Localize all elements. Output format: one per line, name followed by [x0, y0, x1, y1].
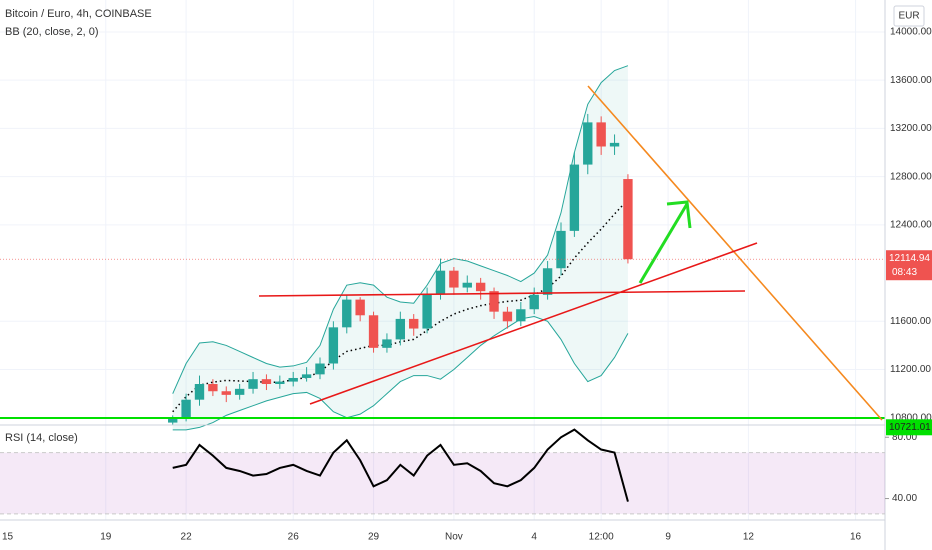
y-tick-label: 10800.00 — [890, 412, 932, 423]
y-tick-label: 13200.00 — [890, 123, 932, 134]
rsi-label: RSI (14, close) — [5, 432, 78, 444]
countdown: 08:43 — [892, 267, 917, 278]
candle-body — [275, 381, 285, 385]
y-tick-label: 11600.00 — [890, 316, 931, 327]
y-tick-label: 12800.00 — [890, 171, 932, 182]
y-tick-label: 14000.00 — [890, 27, 932, 38]
candle-body — [368, 315, 379, 348]
currency: EUR — [898, 11, 919, 22]
candle-body — [234, 388, 245, 395]
candle-body — [583, 122, 593, 165]
rsi-pane: 40.00 80.00 — [0, 428, 917, 515]
rsi-tick-label: 40.00 — [892, 493, 917, 504]
x-tick-label: 12:00 — [589, 532, 614, 543]
candle-body — [422, 293, 432, 329]
indicator-label: BB (20, close, 2, 0) — [5, 26, 99, 38]
candle-body — [181, 399, 191, 418]
arrow — [638, 203, 689, 284]
x-tick-label: 29 — [368, 532, 380, 543]
candle-body — [168, 417, 178, 423]
y-tick-label: 11200.00 — [890, 364, 931, 375]
x-tick-label: 15 — [2, 532, 14, 543]
rsi-line — [172, 428, 629, 502]
candle-body — [248, 379, 258, 389]
candle-body — [261, 379, 272, 385]
candle-body — [395, 318, 406, 340]
candle-body — [221, 391, 231, 395]
candle-body — [489, 291, 499, 312]
candle-body — [382, 339, 392, 348]
candle-body — [475, 282, 486, 292]
candle-body — [569, 164, 580, 231]
candle-body — [516, 309, 526, 322]
candle-body — [609, 142, 620, 147]
x-tick-label: 4 — [531, 532, 537, 543]
trend-line — [309, 242, 758, 405]
y-tick-label: 13600.00 — [890, 75, 932, 86]
band-line — [172, 65, 629, 394]
trend-line — [587, 85, 883, 421]
rsi-band — [0, 452, 885, 514]
axes: 10800.00 11200.00 11600.00 12400.00 12800.00… — [0, 27, 932, 543]
candle-body — [449, 270, 459, 288]
grid — [0, 0, 885, 520]
band-line — [172, 315, 629, 431]
x-tick-label: 12 — [743, 532, 755, 543]
chart-title: Bitcoin / Euro, 4h, COINBASE — [5, 8, 152, 20]
candle-body — [315, 363, 325, 375]
candle-body — [596, 122, 606, 147]
support-box — [886, 419, 932, 436]
x-tick-label: 26 — [288, 532, 300, 543]
x-tick-label: Nov — [445, 532, 463, 543]
support-label: 10721.01 — [889, 422, 931, 433]
candle-body — [556, 230, 566, 269]
price-box — [886, 250, 932, 281]
currency-box[interactable] — [893, 5, 925, 27]
resistance-line — [258, 290, 746, 297]
candle-body — [208, 384, 218, 392]
candle-body — [435, 270, 446, 294]
y-tick-label: 12400.00 — [890, 219, 932, 230]
candle-body — [342, 299, 352, 328]
candle-body — [355, 299, 365, 316]
drawings — [0, 85, 885, 421]
candle-body — [328, 327, 339, 364]
rsi-tick-label: 80.00 — [892, 432, 917, 443]
x-tick-label: 9 — [665, 532, 671, 543]
candle-body — [462, 282, 472, 288]
x-tick-label: 22 — [181, 532, 193, 543]
price-label: 12114.94 — [889, 253, 930, 264]
x-tick-label: 19 — [100, 532, 112, 543]
arrow-head — [666, 200, 692, 229]
candles — [168, 113, 633, 425]
candle-body — [502, 311, 513, 322]
x-tick-label: 16 — [850, 532, 862, 543]
candle-body — [194, 384, 205, 400]
candle-body — [409, 318, 419, 329]
candle-body — [301, 374, 312, 378]
band-fill — [172, 65, 628, 430]
candle-body — [623, 179, 633, 260]
candle-body — [529, 294, 539, 310]
candle-body — [288, 377, 298, 382]
candle-body — [542, 268, 553, 295]
